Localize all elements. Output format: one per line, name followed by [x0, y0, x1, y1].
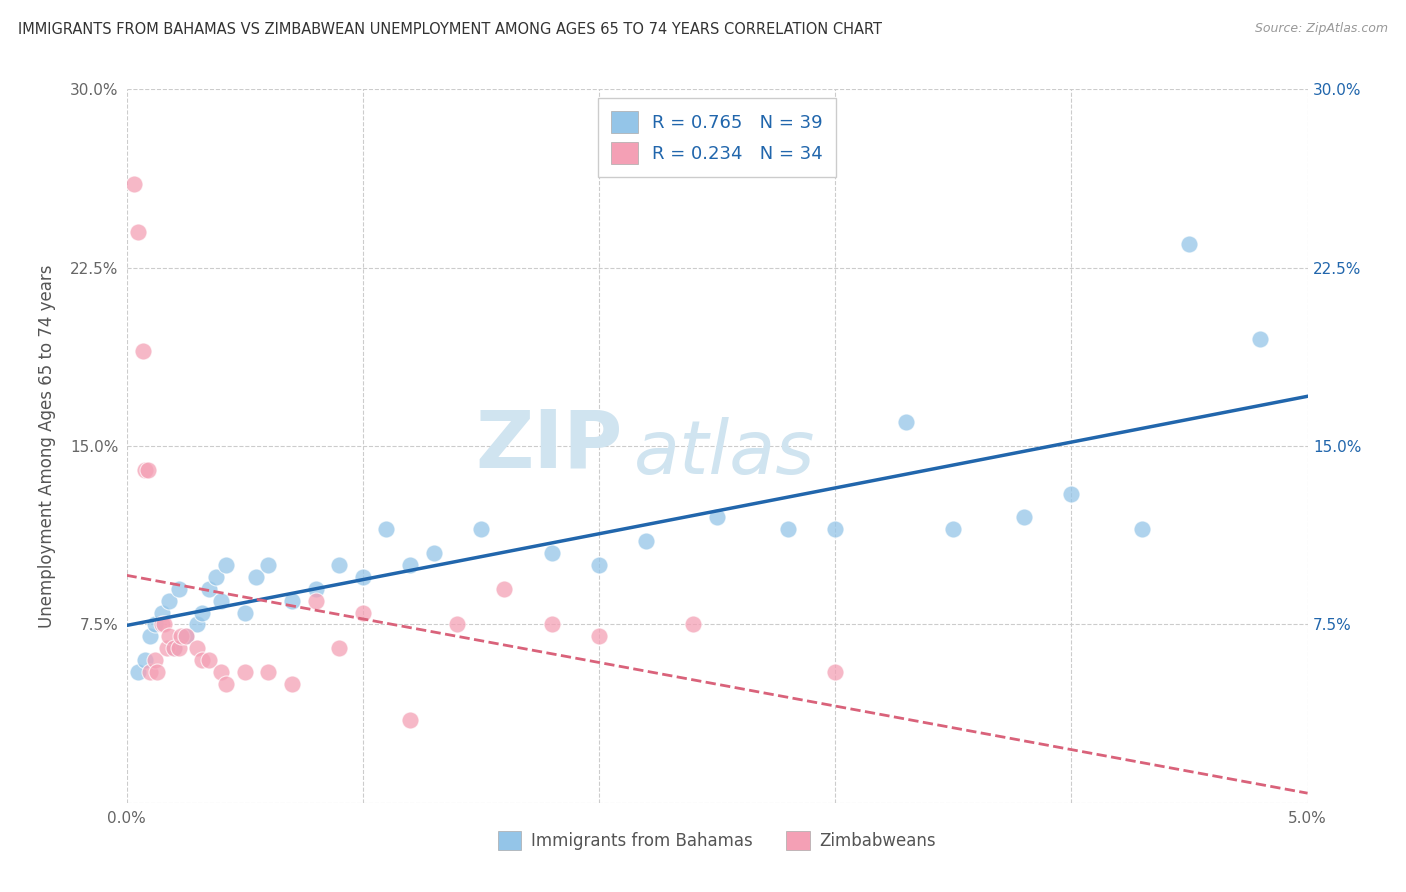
Point	[1178, 236, 1201, 251]
Point	[233, 606, 256, 620]
Point	[132, 343, 155, 358]
Point	[157, 593, 180, 607]
Point	[198, 653, 221, 667]
Point	[636, 534, 658, 549]
Point	[134, 463, 156, 477]
Point	[257, 558, 280, 572]
Point	[163, 641, 186, 656]
Point	[157, 629, 180, 643]
Point	[352, 606, 374, 620]
Point	[127, 665, 149, 679]
Text: ZIP: ZIP	[475, 407, 623, 485]
Point	[167, 641, 190, 656]
Point	[198, 582, 221, 596]
Point	[167, 582, 190, 596]
Point	[1130, 522, 1153, 536]
Point	[824, 522, 846, 536]
Point	[209, 665, 232, 679]
Point	[233, 665, 256, 679]
Point	[205, 570, 228, 584]
Point	[328, 558, 350, 572]
Point	[153, 617, 176, 632]
Point	[136, 463, 159, 477]
Point	[776, 522, 799, 536]
Point	[682, 617, 704, 632]
Point	[186, 641, 208, 656]
Point	[328, 641, 350, 656]
Point	[706, 510, 728, 524]
Point	[156, 641, 179, 656]
Point	[174, 629, 197, 643]
Legend: Immigrants from Bahamas, Zimbabweans: Immigrants from Bahamas, Zimbabweans	[489, 822, 945, 859]
Point	[1060, 486, 1083, 500]
Point	[588, 558, 610, 572]
Point	[215, 677, 238, 691]
Point	[304, 582, 326, 596]
Point	[1249, 332, 1271, 346]
Point	[1012, 510, 1035, 524]
Point	[150, 606, 173, 620]
Text: Source: ZipAtlas.com: Source: ZipAtlas.com	[1254, 22, 1388, 36]
Point	[257, 665, 280, 679]
Point	[127, 225, 149, 239]
Point	[215, 558, 238, 572]
Point	[163, 641, 186, 656]
Point	[588, 629, 610, 643]
Point	[894, 415, 917, 429]
Point	[422, 546, 444, 560]
Point	[375, 522, 398, 536]
Text: atlas: atlas	[634, 417, 815, 489]
Point	[494, 582, 516, 596]
Point	[139, 629, 162, 643]
Point	[470, 522, 492, 536]
Point	[143, 617, 166, 632]
Point	[245, 570, 267, 584]
Point	[122, 178, 145, 192]
Point	[150, 617, 173, 632]
Point	[170, 629, 193, 643]
Point	[134, 653, 156, 667]
Point	[540, 617, 562, 632]
Point	[191, 606, 214, 620]
Point	[139, 665, 162, 679]
Point	[540, 546, 562, 560]
Point	[446, 617, 468, 632]
Point	[304, 593, 326, 607]
Point	[352, 570, 374, 584]
Point	[209, 593, 232, 607]
Point	[824, 665, 846, 679]
Point	[146, 665, 169, 679]
Point	[174, 629, 197, 643]
Point	[191, 653, 214, 667]
Y-axis label: Unemployment Among Ages 65 to 74 years: Unemployment Among Ages 65 to 74 years	[38, 264, 56, 628]
Point	[399, 713, 422, 727]
Point	[399, 558, 422, 572]
Point	[281, 593, 304, 607]
Point	[281, 677, 304, 691]
Point	[942, 522, 965, 536]
Text: IMMIGRANTS FROM BAHAMAS VS ZIMBABWEAN UNEMPLOYMENT AMONG AGES 65 TO 74 YEARS COR: IMMIGRANTS FROM BAHAMAS VS ZIMBABWEAN UN…	[18, 22, 883, 37]
Point	[186, 617, 208, 632]
Point	[143, 653, 166, 667]
